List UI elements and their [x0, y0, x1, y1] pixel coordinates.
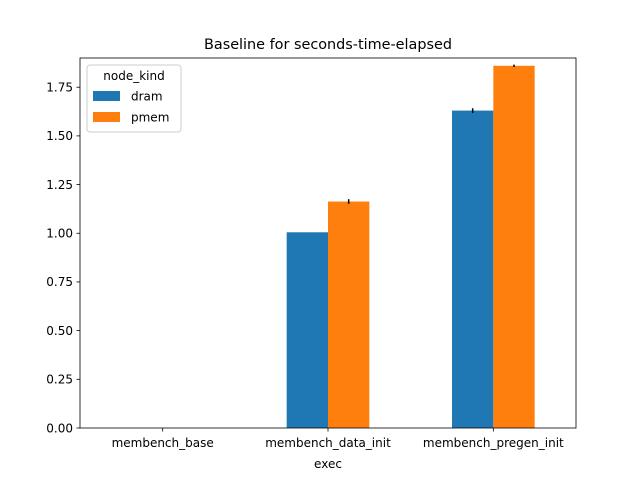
- legend-swatch-pmem: [93, 112, 120, 122]
- x-tick-label: membench_pregen_init: [423, 436, 564, 450]
- legend-swatch-dram: [93, 91, 120, 101]
- error-bars-layer: [347, 64, 515, 204]
- y-tick-label: 0.25: [46, 373, 73, 387]
- bar-dram-membench_data_init: [286, 232, 328, 428]
- x-axis-label: exec: [314, 457, 342, 471]
- bars-layer: [286, 65, 535, 428]
- bar-dram-membench_pregen_init: [452, 110, 494, 428]
- x-tick-label: membench_data_init: [265, 436, 391, 450]
- bar-pmem-membench_data_init: [328, 201, 370, 428]
- x-tick-label: membench_base: [112, 436, 214, 450]
- y-axis: 0.00 0.25 0.50 0.75 1.00 1.25 1.50 1.75: [46, 81, 80, 435]
- legend-label-pmem: pmem: [131, 111, 169, 125]
- y-tick-label: 1.25: [46, 178, 73, 192]
- legend-label-dram: dram: [131, 90, 163, 104]
- y-tick-label: 1.50: [46, 129, 73, 143]
- y-tick-label: 1.75: [46, 81, 73, 95]
- y-tick-label: 0.50: [46, 324, 73, 338]
- x-axis: membench_base membench_data_init membench_…: [112, 428, 564, 450]
- y-tick-label: 1.00: [46, 227, 73, 241]
- y-tick-label: 0.75: [46, 275, 73, 289]
- chart-title: Baseline for seconds-time-elapsed: [204, 37, 452, 53]
- y-tick-label: 0.00: [46, 421, 73, 435]
- legend: node_kind dram pmem: [86, 64, 182, 133]
- bar-pmem-membench_pregen_init: [493, 65, 535, 428]
- legend-title: node_kind: [103, 69, 164, 83]
